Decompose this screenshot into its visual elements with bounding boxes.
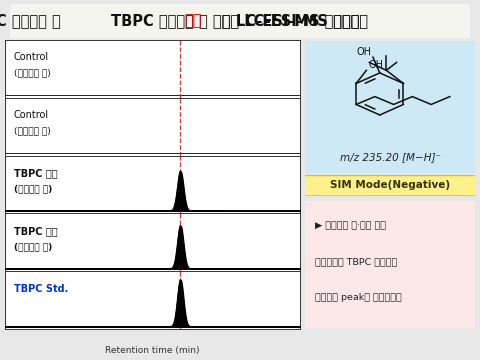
- Text: OH: OH: [368, 60, 383, 69]
- Text: 의 LC-ESI-MS 분석결과: 의 LC-ESI-MS 분석결과: [222, 13, 359, 28]
- Text: (효소처리 전): (효소처리 전): [13, 184, 52, 194]
- Text: TBPC 경구투여 쥐: TBPC 경구투여 쥐: [0, 13, 65, 28]
- Text: Control: Control: [13, 52, 49, 62]
- Text: SIM Mode(Negative): SIM Mode(Negative): [330, 180, 450, 190]
- Text: 분변: 분변: [185, 13, 202, 28]
- Text: Retention time (min): Retention time (min): [105, 346, 200, 355]
- Text: m/z 235.20 [M−H]⁻: m/z 235.20 [M−H]⁻: [339, 152, 441, 162]
- Text: (효소처리 후): (효소처리 후): [13, 243, 52, 251]
- FancyBboxPatch shape: [0, 2, 480, 40]
- Text: TBPC 투여: TBPC 투여: [13, 168, 57, 178]
- Text: 시료로부터 TBPC 분자량에: 시료로부터 TBPC 분자량에: [315, 257, 397, 266]
- FancyBboxPatch shape: [298, 176, 480, 196]
- Text: TBPC 투여: TBPC 투여: [13, 226, 57, 236]
- Text: 해당하는 peak가 검출되었음: 해당하는 peak가 검출되었음: [315, 293, 402, 302]
- Text: (효소처리 전): (효소처리 전): [13, 69, 50, 78]
- Text: ▶ 효소처리 전·후의 모든: ▶ 효소처리 전·후의 모든: [315, 222, 386, 231]
- Text: OH: OH: [356, 46, 371, 57]
- FancyBboxPatch shape: [296, 194, 480, 335]
- Text: TBPC Std.: TBPC Std.: [13, 284, 68, 294]
- Text: Control: Control: [13, 110, 49, 120]
- FancyBboxPatch shape: [296, 35, 480, 179]
- Text: TBPC 경구투여 쥐 분변의 LC-ESI-MS 분석결과: TBPC 경구투여 쥐 분변의 LC-ESI-MS 분석결과: [111, 13, 369, 28]
- Text: (효소처리 후): (효소처리 후): [13, 127, 50, 136]
